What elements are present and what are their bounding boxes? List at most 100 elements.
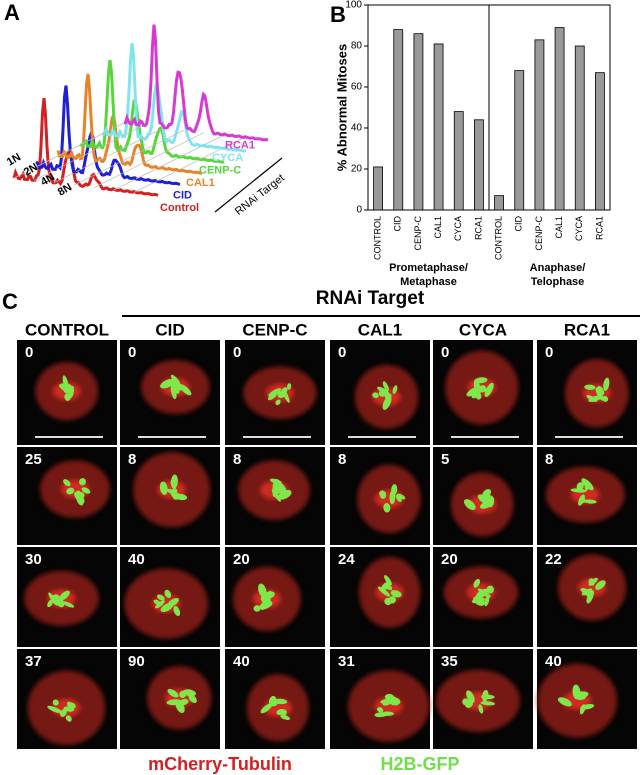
chromosome (580, 704, 595, 710)
bar (373, 166, 383, 211)
y-tick-label: 100 (345, 0, 362, 11)
chromosome (484, 596, 490, 607)
time-label: 40 (545, 653, 562, 670)
chromosome (581, 478, 594, 491)
micrograph: 40 (537, 649, 637, 749)
chromosome (478, 704, 484, 714)
chromosome (473, 379, 481, 393)
grid-line (135, 167, 159, 180)
time-label: 24 (338, 551, 355, 568)
histogram-curve (12, 97, 159, 197)
chromosome (160, 378, 175, 389)
micrograph: 40 (120, 547, 220, 647)
bar (534, 39, 545, 211)
time-label: 31 (338, 653, 355, 670)
time-label: 20 (441, 551, 458, 568)
grid-line (113, 178, 137, 191)
series-label: RCA1 (225, 139, 255, 151)
time-label: 20 (233, 551, 250, 568)
micrograph: 8 (330, 447, 430, 545)
column-header: CYCA (459, 320, 507, 339)
bar (574, 45, 585, 211)
chromosome (392, 385, 398, 394)
chromosome (581, 588, 593, 596)
chromosome (475, 393, 482, 400)
x-tick-label: CENP-C (534, 216, 544, 251)
chromosome (179, 690, 187, 698)
group-label: Metaphase (400, 276, 457, 288)
column-header: CENP-C (242, 320, 307, 339)
chromosome (383, 503, 391, 513)
grid-line (55, 158, 79, 170)
grid-line (137, 154, 161, 166)
chromosome (379, 490, 387, 499)
chromosome (482, 689, 489, 702)
group-label: Anaphase/ (530, 262, 586, 274)
grid-line (159, 143, 183, 155)
grid-line (139, 140, 163, 153)
panel-label: C (2, 289, 18, 314)
micrograph: 30 (17, 547, 117, 647)
series-label: CYCA (212, 152, 243, 164)
grid-line (33, 169, 57, 181)
time-label: 8 (233, 451, 241, 468)
chromosome (66, 487, 75, 495)
grid-line (93, 176, 117, 188)
grid-line (73, 173, 97, 186)
chromosome (277, 482, 287, 493)
time-label: 0 (545, 344, 553, 361)
micrograph: 20 (225, 547, 325, 647)
panel-label: B (330, 2, 346, 27)
micrograph: 0 (17, 340, 117, 445)
grid-line (155, 170, 179, 182)
y-tick-label: 80 (351, 41, 363, 52)
chromosome (382, 395, 392, 410)
chromosome (584, 384, 596, 390)
chromosome (376, 707, 384, 713)
chromosome (482, 489, 492, 498)
chromosome (603, 377, 610, 391)
chromosome (480, 701, 496, 706)
grid-line (97, 149, 121, 162)
time-label: 8 (545, 451, 553, 468)
chromosome (584, 499, 597, 504)
micrograph: 8 (120, 447, 220, 545)
bar (433, 43, 444, 211)
chromosome (278, 489, 292, 500)
grid-line (181, 132, 205, 144)
micrograph: 20 (433, 547, 533, 647)
time-label: 0 (441, 344, 449, 361)
time-label: 40 (128, 551, 145, 568)
chromosome (52, 699, 59, 706)
grid-line (115, 165, 139, 177)
chromosome (59, 708, 67, 717)
y-tick-label: 40 (351, 123, 363, 134)
x-tick-label: CONTROL (372, 216, 382, 260)
chromosome (253, 605, 261, 612)
grid-line (53, 171, 77, 184)
y-tick-label: 60 (351, 82, 363, 93)
time-label: 0 (233, 344, 241, 361)
chromosome (164, 589, 172, 599)
chromosome (275, 399, 281, 406)
grid-line (133, 181, 157, 193)
chromosome (277, 391, 286, 398)
histogram-curve (123, 24, 269, 142)
time-label: 0 (25, 344, 33, 361)
chromosome (156, 594, 165, 601)
y-tick-label: 20 (351, 164, 363, 175)
chromosome (473, 596, 485, 606)
series-label: Control (160, 202, 199, 214)
chromosome (188, 694, 197, 704)
chromosome (377, 586, 391, 597)
grid-line (121, 125, 145, 137)
chromosome (595, 580, 606, 590)
chromosome (79, 478, 86, 486)
y-axis-title: % Abnormal Mitoses (334, 44, 349, 171)
bar (453, 111, 464, 211)
chromosome (557, 697, 572, 707)
grid-line (101, 122, 125, 135)
time-label: 25 (25, 451, 42, 468)
series-label: CID (173, 189, 192, 201)
grid-line (141, 127, 165, 140)
